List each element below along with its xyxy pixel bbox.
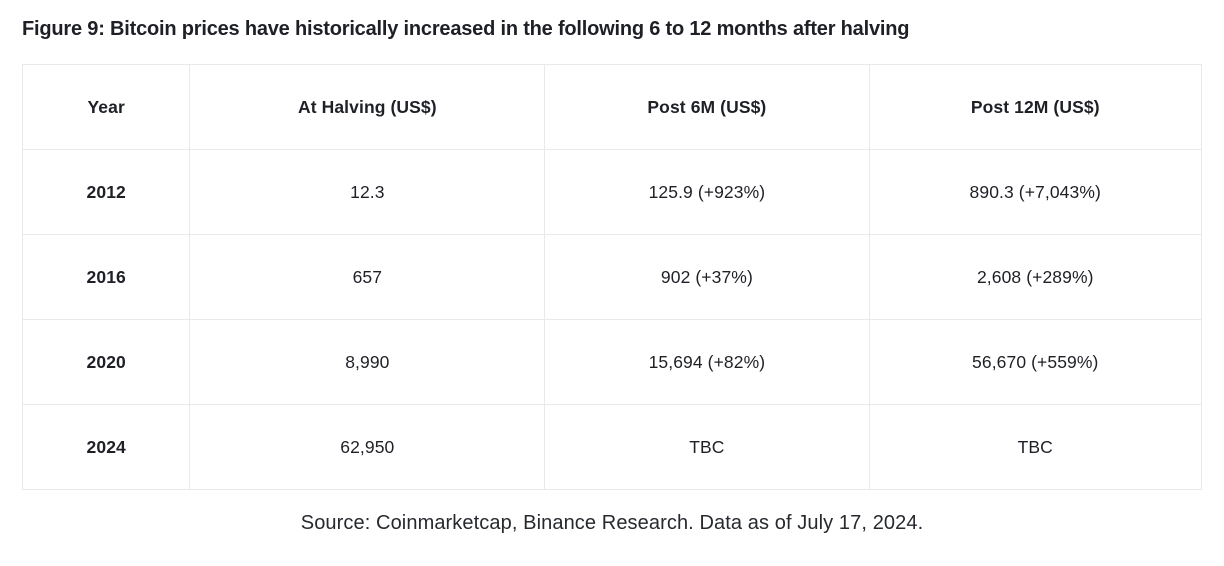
cell-2012-post-6m: 125.9 (+923%) bbox=[544, 149, 870, 235]
cell-2020-at-halving: 8,990 bbox=[189, 319, 546, 405]
table-row: 2012 12.3 125.9 (+923%) 890.3 (+7,043%) bbox=[21, 149, 1202, 235]
column-header-post12m: Post 12M (US$) bbox=[868, 64, 1202, 150]
cell-2020-post-6m: 15,694 (+82%) bbox=[544, 319, 870, 405]
table-row: 2024 62,950 TBC TBC bbox=[21, 404, 1202, 490]
cell-year-2024: 2024 bbox=[21, 404, 191, 490]
bitcoin-halving-table: Year At Halving (US$) Post 6M (US$) Post… bbox=[21, 64, 1202, 490]
table-header-row: Year At Halving (US$) Post 6M (US$) Post… bbox=[21, 64, 1202, 150]
cell-2016-at-halving: 657 bbox=[189, 234, 546, 320]
cell-2024-post-6m: TBC bbox=[544, 404, 870, 490]
column-header-halving: At Halving (US$) bbox=[189, 64, 546, 150]
cell-2012-post-12m: 890.3 (+7,043%) bbox=[868, 149, 1202, 235]
figure-source: Source: Coinmarketcap, Binance Research.… bbox=[300, 512, 924, 534]
figure-title: Figure 9: Bitcoin prices have historical… bbox=[22, 18, 910, 40]
cell-year-2016: 2016 bbox=[21, 234, 191, 320]
table-row: 2020 8,990 15,694 (+82%) 56,670 (+559%) bbox=[21, 319, 1202, 405]
table-row: 2016 657 902 (+37%) 2,608 (+289%) bbox=[21, 234, 1202, 320]
figure-container: Figure 9: Bitcoin prices have historical… bbox=[21, 18, 1202, 534]
cell-year-2012: 2012 bbox=[21, 149, 191, 235]
column-header-year: Year bbox=[21, 64, 191, 150]
cell-2020-post-12m: 56,670 (+559%) bbox=[868, 319, 1202, 405]
cell-2012-at-halving: 12.3 bbox=[189, 149, 546, 235]
cell-2024-post-12m: TBC bbox=[868, 404, 1202, 490]
cell-year-2020: 2020 bbox=[21, 319, 191, 405]
cell-2024-at-halving: 62,950 bbox=[189, 404, 546, 490]
column-header-post6m: Post 6M (US$) bbox=[544, 64, 870, 150]
cell-2016-post-12m: 2,608 (+289%) bbox=[868, 234, 1202, 320]
cell-2016-post-6m: 902 (+37%) bbox=[544, 234, 870, 320]
